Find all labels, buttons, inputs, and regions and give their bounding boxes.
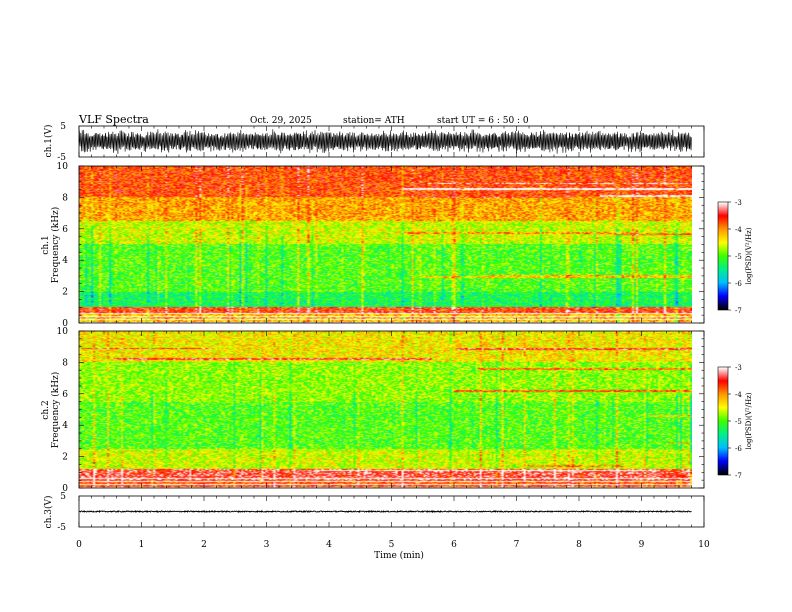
ch3-ytick-top: 5 [60,492,66,502]
ch2-freq-tick-label: 4 [62,421,68,431]
ch2-spectrogram-ylabel-frequency: Frequency (kHz) [50,372,61,449]
ch1-freq-tick-label: 10 [57,162,69,172]
ch1-colorbar-tick-label: -7 [735,307,742,315]
ch1-waveform-ylabel: ch.1(V) [43,125,54,158]
time-axis-tick-labels: 0 1 2 3 4 5 6 7 8 9 10 [76,540,710,550]
ch3-waveform-ylabel: ch.3(V) [43,496,54,529]
time-tick-label: 2 [201,540,207,550]
ch3-ytick-bottom: -5 [57,523,66,533]
figure-title: VLF Spectra [78,113,149,126]
ch1-colorbar-label: log(PSD)(V²/Hz) [745,227,753,284]
time-tick-label: 9 [639,540,645,550]
ch1-colorbar: -3 -4 -5 -6 -7 log(PSD)(V²/Hz) [717,199,753,315]
ch2-colorbar-tick-label: -3 [735,364,742,372]
ch2-colorbar-tick-label: -5 [735,418,742,426]
time-tick-label: 10 [698,540,710,550]
ch1-freq-tick-label: 2 [62,288,68,298]
ch1-waveform-trace [78,129,692,155]
ch2-freq-tick-label: 2 [62,453,68,463]
ch1-waveform-panel: 5 -5 ch.1(V) [43,122,705,163]
ch1-ytick-bottom: -5 [57,153,66,163]
ch1-spectrogram-ylabel-frequency: Frequency (kHz) [50,207,61,284]
ch1-colorbar-ticks: -3 -4 -5 -6 -7 [728,199,742,315]
ch2-freq-tick-label: 8 [62,358,68,368]
time-tick-label: 4 [326,540,332,550]
ch2-colorbar-ticks: -3 -4 -5 -6 -7 [728,364,742,480]
ch1-freq-tick-label: 4 [62,256,68,266]
ch1-colorbar-tick-label: -6 [735,280,742,288]
ch2-colorbar-label: log(PSD)(V²/Hz) [745,392,753,449]
ch1-colorbar-gradient [718,202,728,310]
ch1-colorbar-tick-label: -3 [735,199,742,207]
ch2-colorbar-tick-label: -6 [735,445,742,453]
ch2-colorbar-tick-label: -7 [735,472,742,480]
ch2-colorbar-gradient [718,367,728,475]
ch2-colorbar-tick-label: -4 [735,391,742,399]
time-tick-label: 5 [389,540,395,550]
ch2-freq-tick-label: 6 [62,390,68,400]
time-tick-label: 0 [76,540,82,550]
time-tick-label: 8 [576,540,582,550]
ch1-freq-tick-label: 6 [62,225,68,235]
ch2-freq-tick-label: 0 [62,484,68,494]
ch3-waveform-trace [79,509,692,514]
ch1-spectrogram-panel: 0 2 4 6 8 10 ch.1 Frequency (kHz) -3 -4 -5 -6 -7 … [41,162,753,329]
ch1-freq-tick-label: 0 [62,319,68,329]
ch1-frequency-tick-labels: 0 2 4 6 8 10 [57,162,69,329]
ch2-spectrogram-ticks [78,330,705,489]
ch1-colorbar-tick-label: -5 [735,253,742,261]
time-tick-label: 7 [514,540,520,550]
ch1-spectrogram-ticks [78,165,705,324]
station-label: station= ATH [343,116,405,126]
time-tick-label: 3 [264,540,270,550]
time-tick-label: 1 [139,540,145,550]
date-label: Oct. 29, 2025 [250,116,312,126]
ch2-spectrogram-image [79,331,692,488]
ch1-spectrogram-ylabel-channel: ch.1 [41,235,51,254]
start-ut-label: start UT = 6 : 50 : 0 [437,116,529,126]
time-axis-label: Time (min) [374,550,424,561]
ch3-waveform-panel: 5 -5 ch.3(V) [43,492,705,533]
ch2-spectrogram-panel: 0 2 4 6 8 10 ch.2 Frequency (kHz) -3 -4 -5 -6 -7 … [41,327,753,494]
ch2-frequency-tick-labels: 0 2 4 6 8 10 [57,327,69,494]
ch2-spectrogram-ylabel-channel: ch.2 [41,400,51,419]
ch1-waveform-ticks [78,126,705,157]
time-tick-label: 6 [451,540,457,550]
ch2-freq-tick-label: 10 [57,327,69,337]
ch1-colorbar-tick-label: -4 [735,226,742,234]
ch1-ytick-top: 5 [60,122,66,132]
ch3-waveform-ticks [78,496,705,527]
ch1-freq-tick-label: 8 [62,193,68,203]
ch1-spectrogram-image [79,166,692,323]
ch2-colorbar: -3 -4 -5 -6 -7 log(PSD)(V²/Hz) [717,364,753,480]
